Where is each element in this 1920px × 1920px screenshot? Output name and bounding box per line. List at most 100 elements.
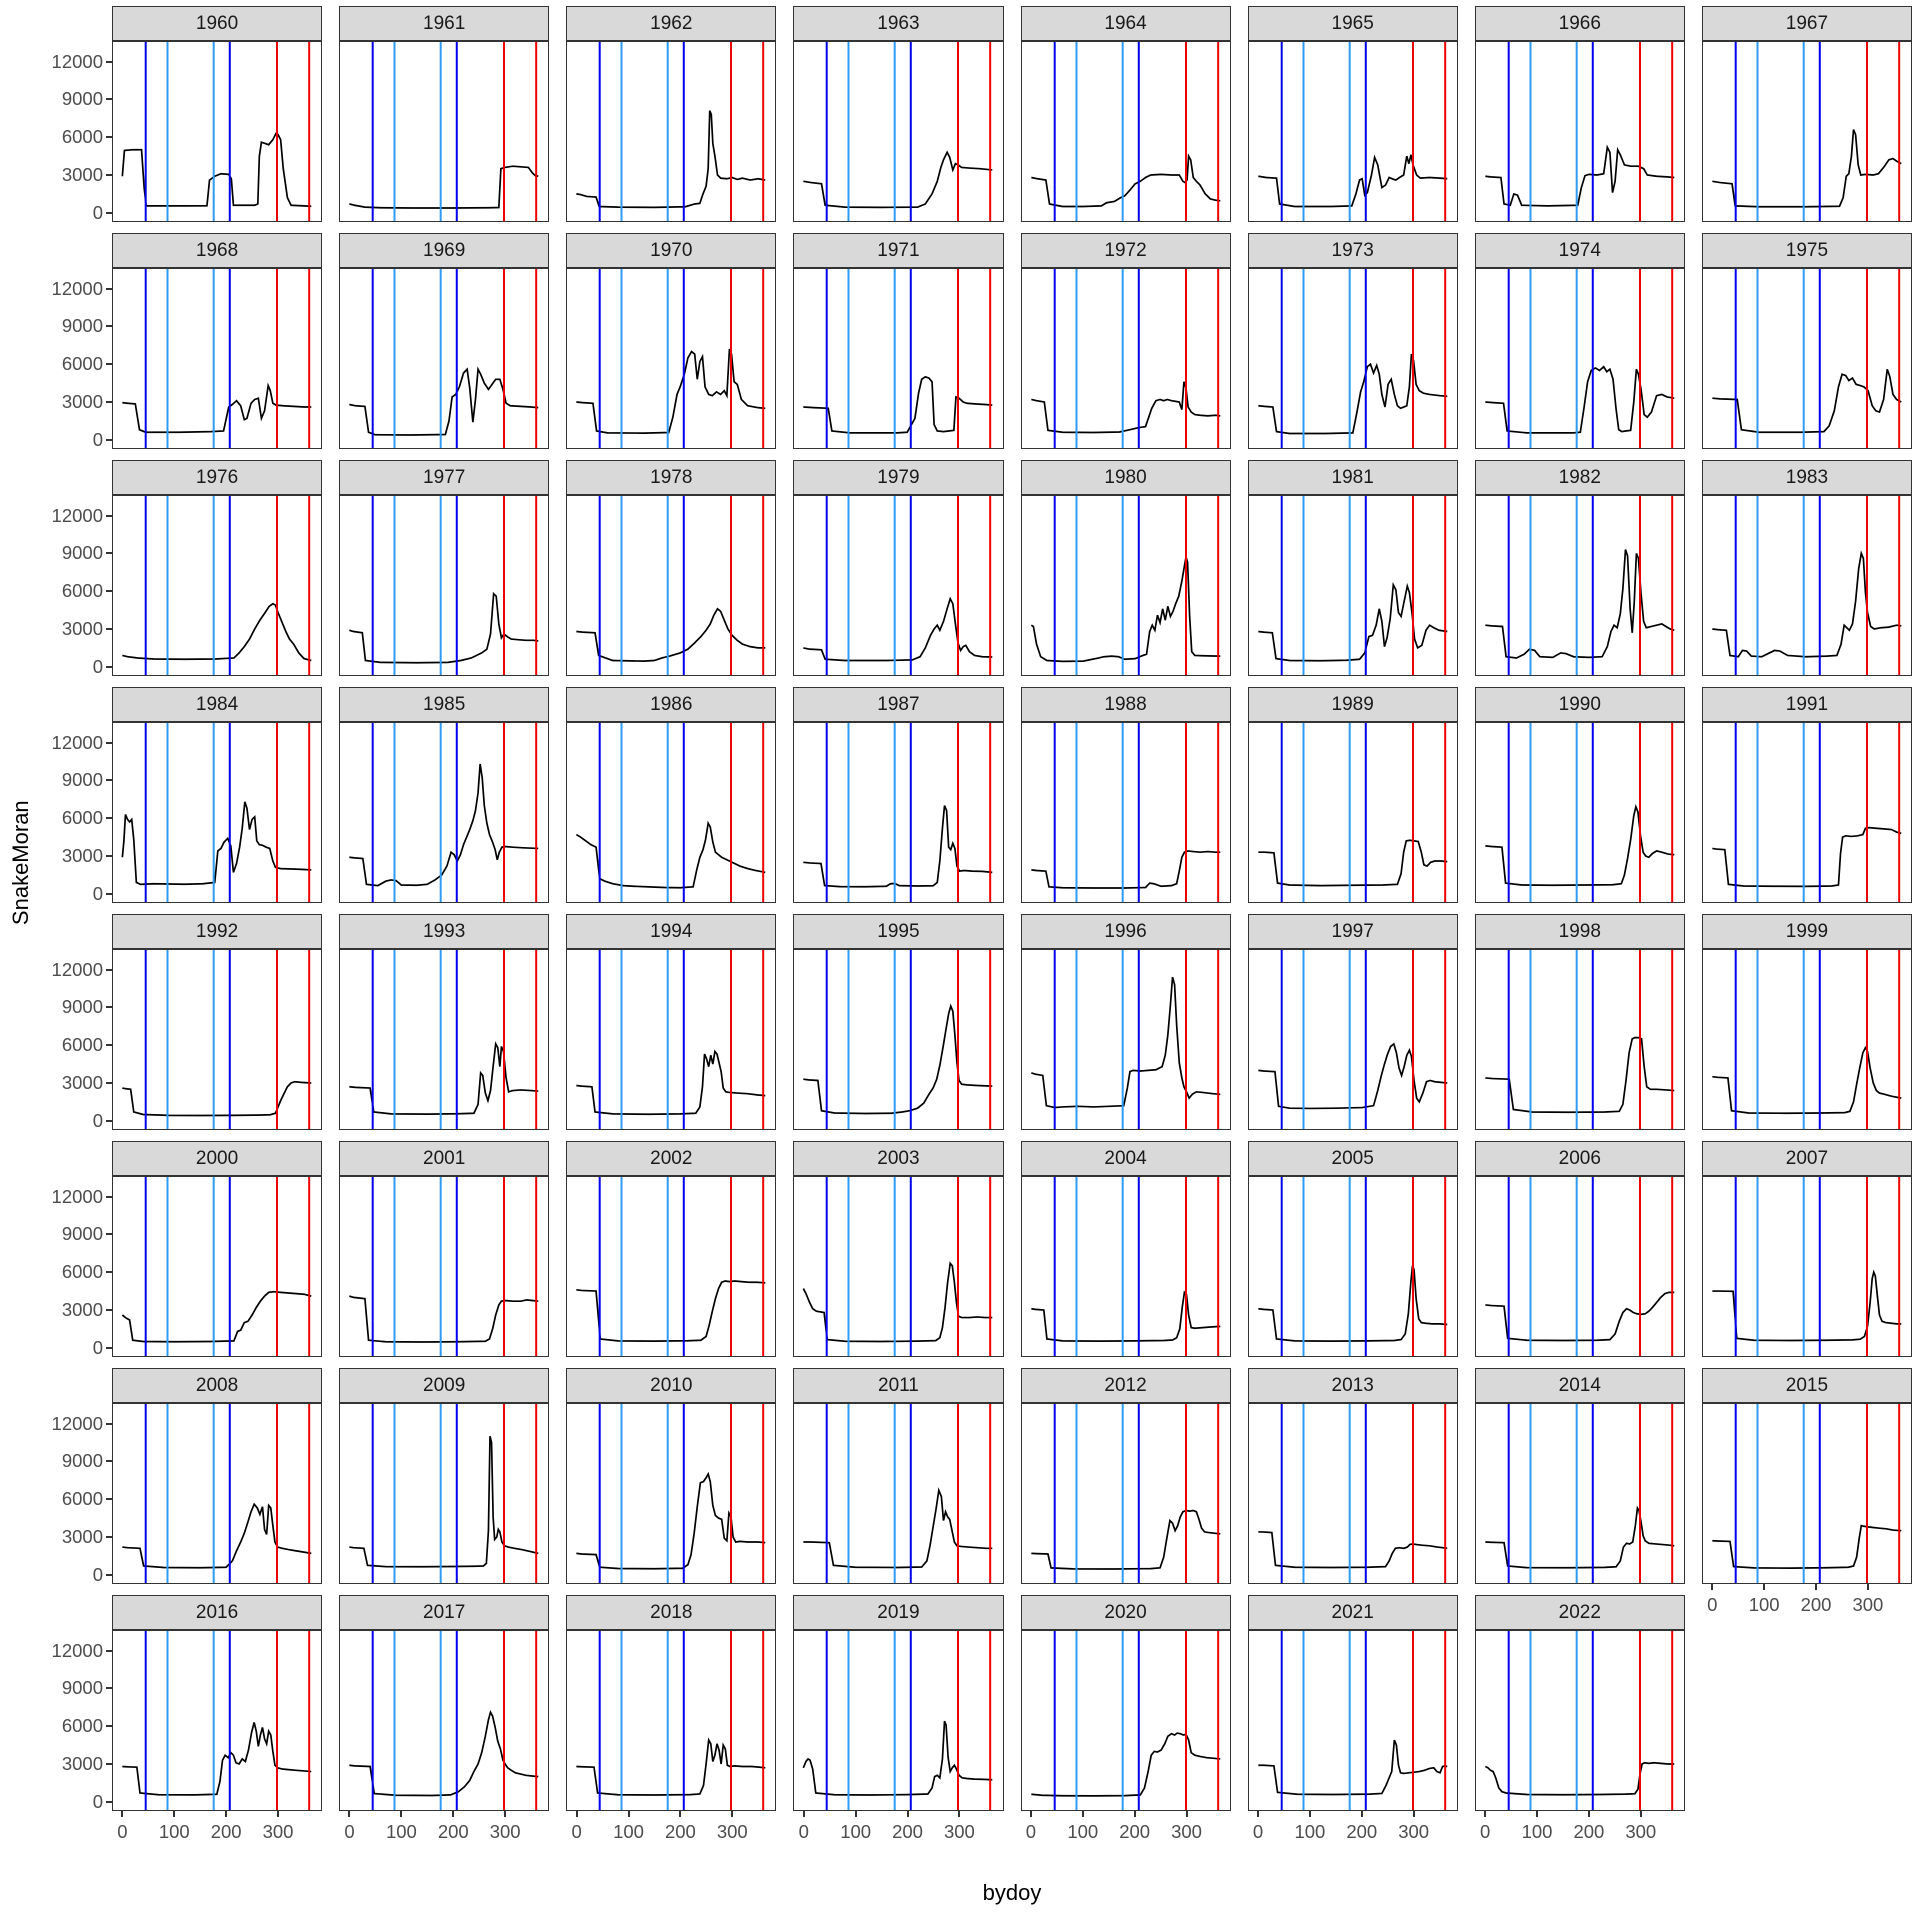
timeseries-line [1031,557,1220,661]
facet-plot-svg [1476,723,1684,902]
facet-year-label: 1971 [877,239,920,261]
y-tick-mark [106,590,113,593]
facet-panel [1701,268,1912,449]
facet-1973: 1973 [1247,233,1458,449]
facet-year-label: 1986 [650,693,693,715]
facet-1974: 1974 [1474,233,1685,449]
facet-1967: 1967 [1701,6,1912,222]
facet-1976: 1976 0 3000 6000 9000 12000 [52,460,323,677]
timeseries-line [1258,354,1447,433]
y-tick-mark [106,552,113,555]
facet-strip: 1999 [1701,914,1912,949]
facet-plot-svg [567,950,775,1129]
facet-plot-svg [1022,723,1230,902]
y-axis-title: SnakeMoran [8,800,33,926]
x-tick-mark [1185,1810,1188,1817]
x-tick-mark [1029,1810,1032,1817]
facet-year-label: 1974 [1558,239,1601,261]
facet-panel [1474,495,1685,676]
facet-plot-svg [340,1631,548,1810]
facet-2000: 2000 0 3000 6000 9000 12000 [52,1141,323,1358]
y-tick-label: 0 [92,201,103,223]
timeseries-line [804,152,993,207]
facet-year-label: 1979 [877,466,920,488]
y-tick-label: 12000 [51,731,103,753]
timeseries-line [804,1006,993,1113]
x-tick-label: 200 [892,1821,923,1842]
facet-plot-svg [340,496,548,675]
x-tick-mark [1711,1583,1714,1590]
facet-plot-svg [1476,269,1684,448]
facet-year-label: 1983 [1785,466,1829,488]
timeseries-line [1712,369,1901,432]
facet-strip: 2021 [1247,1595,1458,1630]
timeseries-line [577,1051,766,1114]
facet-strip: 1991 [1701,687,1912,722]
facet-panel [1247,41,1458,222]
x-tick-mark [400,1810,403,1817]
y-tick-label: 0 [92,1563,103,1585]
y-tick-label: 3000 [61,1525,103,1547]
facet-panel: 0 100 200 300 [1701,1403,1912,1615]
x-tick-mark [1081,1810,1084,1817]
facet-plot-svg [1249,496,1457,675]
y-tick-label: 12000 [51,1412,103,1434]
facet-strip: 1963 [793,6,1004,41]
y-tick-mark [106,1498,113,1501]
x-tick-label: 100 [158,1821,190,1842]
y-tick-mark [106,1573,113,1576]
timeseries-line [349,166,538,208]
y-tick-label: 0 [92,1109,103,1131]
facet-2019: 2019 0 100 200 300 [793,1595,1004,1842]
facet-year-label: 2009 [423,1374,466,1396]
facet-1962: 1962 [566,6,777,222]
y-tick-mark [106,1271,113,1274]
timeseries-line [1485,807,1674,885]
facet-2011: 2011 [793,1368,1004,1584]
facet-strip: 1974 [1474,233,1685,268]
y-tick-label: 6000 [61,353,103,375]
facet-strip: 1997 [1247,914,1458,949]
y-tick-label: 6000 [61,1488,103,1510]
facet-strip: 2020 [1020,1595,1231,1630]
y-tick-mark [106,438,113,441]
timeseries-line [1031,851,1220,888]
facet-plot-svg [794,496,1002,675]
facet-panel [1474,722,1685,903]
x-tick-mark [225,1810,228,1817]
facet-year-label: 2000 [195,1147,239,1169]
y-tick-mark [106,211,113,214]
facet-year-label: 1991 [1785,693,1829,715]
facet-year-label: 1988 [1104,693,1147,715]
x-tick-mark [452,1810,455,1817]
y-tick-mark [106,400,113,403]
facet-strip: 2003 [793,1141,1004,1176]
timeseries-line [349,1044,538,1114]
y-tick-label: 9000 [61,1450,103,1472]
facet-panel: 0 3000 6000 9000 12000 [52,41,323,223]
timeseries-line [122,1082,311,1116]
facet-panel [339,41,550,222]
x-tick-mark [173,1810,176,1817]
facet-plot-svg [113,269,321,448]
y-tick-mark [106,817,113,820]
facet-year-label: 1964 [1104,12,1147,34]
facet-plot-svg [794,723,1002,902]
facet-strip: 1994 [566,914,777,949]
x-tick-mark [906,1810,909,1817]
y-tick-label: 0 [92,428,103,450]
facet-1992: 1992 0 3000 6000 9000 12000 [52,914,323,1131]
x-axis: 0 100 200 300 [1703,1583,1911,1629]
facet-year-label: 1987 [877,693,920,715]
timeseries-line [1258,1266,1447,1341]
facet-strip: 1990 [1474,687,1685,722]
facet-panel [793,1403,1004,1584]
x-tick-label: 200 [437,1821,469,1842]
facet-plot-svg [1703,723,1911,902]
x-tick-label: 100 [1521,1821,1553,1842]
y-tick-mark [106,665,113,668]
facet-1978: 1978 [566,460,777,676]
facet-2009: 2009 [339,1368,550,1584]
y-tick-label: 3000 [61,390,103,412]
facet-panel [1020,1176,1231,1357]
